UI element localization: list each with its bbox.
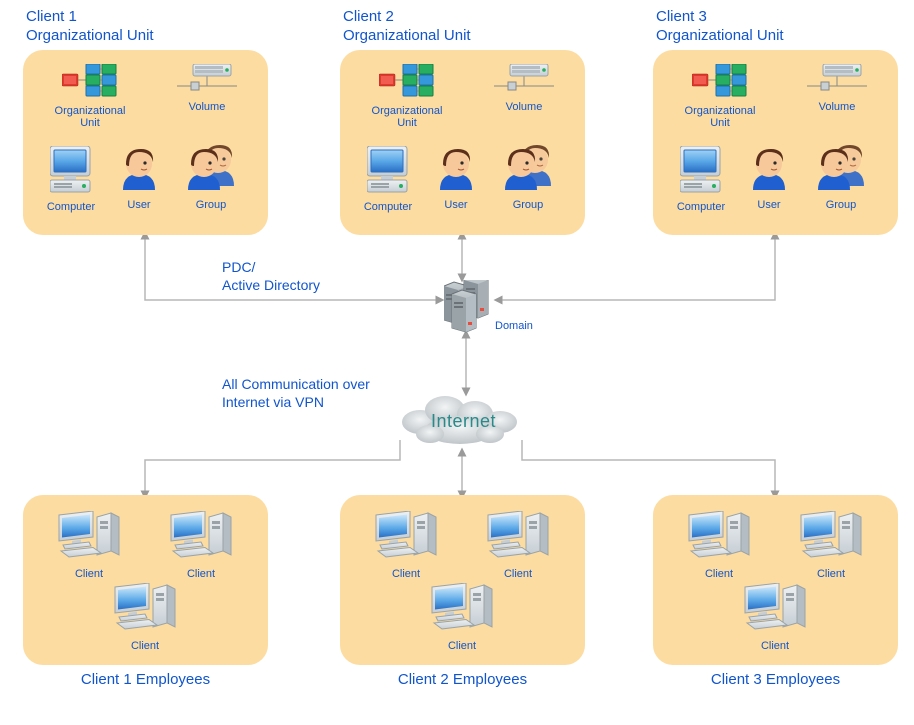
- user-label: User: [745, 199, 793, 211]
- computer-label: Computer: [43, 201, 99, 213]
- organizational-unit-icon: [379, 64, 435, 98]
- organizational-unit-icon: [62, 64, 118, 98]
- volume-icon: [177, 64, 237, 94]
- client-item-2-1: Client: [370, 511, 442, 580]
- computer-icon: [50, 146, 92, 194]
- computer-label: Computer: [360, 201, 416, 213]
- client-label: Client: [795, 568, 867, 580]
- org-title-1-text: Client 1Organizational Unit: [26, 8, 154, 44]
- volume-label: Volume: [171, 101, 243, 113]
- group-label: Group: [179, 199, 243, 211]
- client-item-3-1: Client: [683, 511, 755, 580]
- user-item-1: User: [115, 146, 163, 211]
- emp-label-3: Client 3 Employees: [653, 671, 898, 688]
- computer-icon: [680, 146, 722, 194]
- group-label: Group: [809, 199, 873, 211]
- group-icon: [499, 142, 557, 192]
- client-item-2-2: Client: [482, 511, 554, 580]
- pdc-annotation: PDC/Active Directory: [222, 258, 320, 294]
- ou-item-2: Organizational Unit: [362, 64, 452, 129]
- client-workstation-icon: [687, 511, 751, 561]
- user-icon: [747, 146, 791, 192]
- volume-icon: [807, 64, 867, 94]
- client-item-3-2: Client: [795, 511, 867, 580]
- ou-label: Organizational Unit: [362, 105, 452, 129]
- client-item-2-3: Client: [426, 583, 498, 652]
- client-item-3-3: Client: [739, 583, 811, 652]
- computer-label: Computer: [673, 201, 729, 213]
- user-icon: [434, 146, 478, 192]
- client-label: Client: [739, 640, 811, 652]
- client-workstation-icon: [743, 583, 807, 633]
- user-item-2: User: [432, 146, 480, 211]
- client-workstation-icon: [799, 511, 863, 561]
- group-item-3: Group: [809, 142, 873, 211]
- org-title-3-text: Client 3Organizational Unit: [656, 8, 784, 44]
- client-label: Client: [370, 568, 442, 580]
- internet-label: Internet: [431, 411, 496, 432]
- volume-label: Volume: [801, 101, 873, 113]
- vpn-text: All Communication overInternet via VPN: [222, 376, 370, 410]
- computer-item-1: Computer: [43, 146, 99, 213]
- org-title-3: Client 3Organizational Unit: [656, 8, 784, 46]
- computer-icon: [367, 146, 409, 194]
- client-workstation-icon: [169, 511, 233, 561]
- user-icon: [117, 146, 161, 192]
- server-icon: [444, 280, 494, 336]
- ou-item-1: Organizational Unit: [45, 64, 135, 129]
- vpn-annotation: All Communication overInternet via VPN: [222, 375, 370, 411]
- client-item-1-3: Client: [109, 583, 181, 652]
- group-icon: [182, 142, 240, 192]
- pdc-text: PDC/Active Directory: [222, 259, 320, 293]
- ou-label: Organizational Unit: [45, 105, 135, 129]
- domain-label: Domain: [495, 320, 533, 332]
- org-title-1: Client 1Organizational Unit: [26, 8, 154, 46]
- user-label: User: [432, 199, 480, 211]
- group-icon: [812, 142, 870, 192]
- group-label: Group: [496, 199, 560, 211]
- org-title-2-text: Client 2Organizational Unit: [343, 8, 471, 44]
- computer-item-3: Computer: [673, 146, 729, 213]
- emp-label-2: Client 2 Employees: [340, 671, 585, 688]
- ou-item-3: Organizational Unit: [675, 64, 765, 129]
- volume-item-1: Volume: [171, 64, 243, 113]
- client-label: Client: [683, 568, 755, 580]
- client-label: Client: [482, 568, 554, 580]
- user-label: User: [115, 199, 163, 211]
- volume-label: Volume: [488, 101, 560, 113]
- client-label: Client: [109, 640, 181, 652]
- client-workstation-icon: [374, 511, 438, 561]
- client-workstation-icon: [57, 511, 121, 561]
- domain-server: [444, 280, 494, 341]
- client-item-1-2: Client: [165, 511, 237, 580]
- emp-label-1: Client 1 Employees: [23, 671, 268, 688]
- volume-icon: [494, 64, 554, 94]
- group-item-1: Group: [179, 142, 243, 211]
- client-workstation-icon: [113, 583, 177, 633]
- computer-item-2: Computer: [360, 146, 416, 213]
- volume-item-3: Volume: [801, 64, 873, 113]
- group-item-2: Group: [496, 142, 560, 211]
- ou-label: Organizational Unit: [675, 105, 765, 129]
- client-label: Client: [165, 568, 237, 580]
- client-label: Client: [53, 568, 125, 580]
- client-workstation-icon: [430, 583, 494, 633]
- client-item-1-1: Client: [53, 511, 125, 580]
- organizational-unit-icon: [692, 64, 748, 98]
- client-label: Client: [426, 640, 498, 652]
- volume-item-2: Volume: [488, 64, 560, 113]
- org-title-2: Client 2Organizational Unit: [343, 8, 471, 46]
- user-item-3: User: [745, 146, 793, 211]
- client-workstation-icon: [486, 511, 550, 561]
